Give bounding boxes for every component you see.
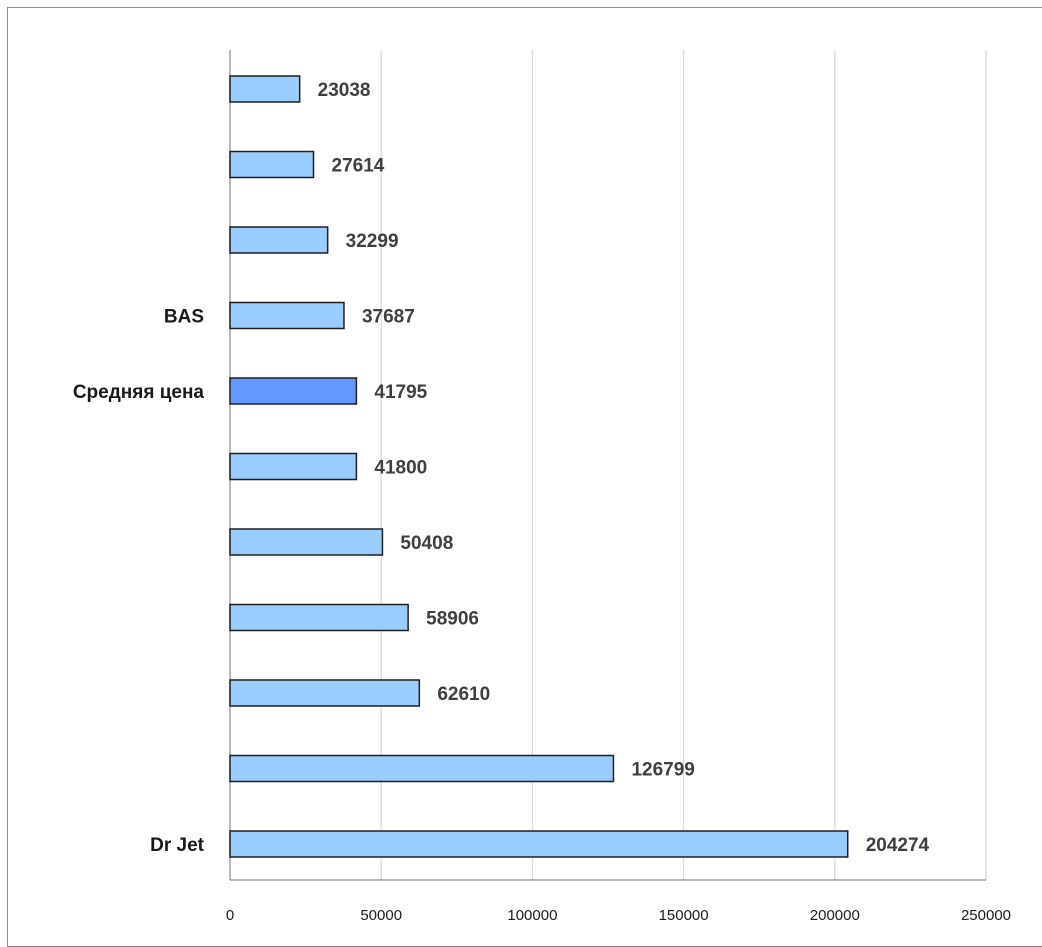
grid-lines [380,50,987,880]
data-label: 27614 [332,156,385,177]
data-label: 204274 [866,835,930,856]
chart-frame [7,7,1042,947]
category-label: Dr Jet [150,835,205,856]
x-tick-label: 0 [226,907,234,924]
x-tick-label: 100000 [507,907,557,924]
category-label: Средняя цена [73,382,205,403]
bars [229,75,849,858]
data-label: 126799 [631,760,694,781]
bar [229,301,345,330]
bar [229,150,315,179]
bar [229,754,615,783]
bar [229,226,329,254]
x-tick-label: 250000 [961,907,1011,924]
bar [229,603,409,632]
x-tick-label: 150000 [659,907,709,924]
bar [229,830,849,858]
data-label: 41800 [374,458,427,479]
data-label: 37687 [362,307,415,328]
bar [229,377,358,405]
data-label: 50408 [400,533,453,554]
category-label: BAS [164,307,204,328]
labels: 0 50000 100000 150000 200000 250000 23038 27614… [73,80,1011,924]
x-tick-label: 50000 [360,907,402,924]
data-label: 32299 [346,231,399,252]
data-label: 41795 [374,382,427,403]
data-label: 58906 [426,609,479,630]
bar [229,679,421,707]
data-label: 23038 [318,80,371,101]
data-label: 62610 [437,684,490,705]
x-tick-label: 200000 [810,907,860,924]
bar [229,528,384,556]
bar [229,452,358,481]
bar [229,75,301,103]
